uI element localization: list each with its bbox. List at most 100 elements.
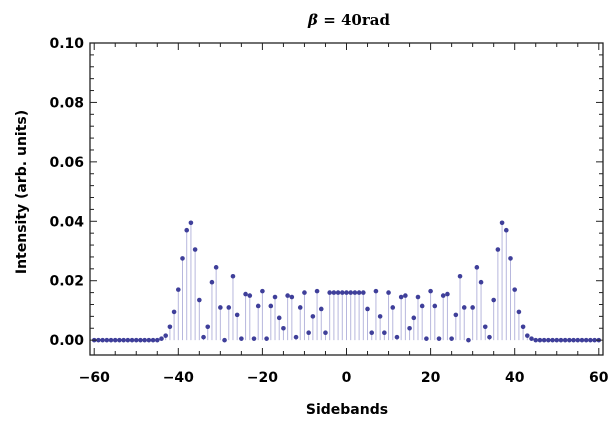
data-point — [239, 336, 244, 341]
data-point — [516, 309, 522, 315]
data-point — [234, 312, 240, 318]
tick-labels: −60 −40 −20 0 20 40 60 0.00 0.02 0.04 0.06 0.08 0.10 — [49, 36, 608, 386]
y-tick-label: 0.02 — [49, 274, 84, 290]
data-point — [251, 336, 257, 341]
stem-lines — [160, 222, 533, 341]
data-point — [121, 337, 126, 343]
data-points — [91, 220, 602, 343]
x-tick-label: 20 — [421, 370, 441, 386]
data-point — [272, 294, 278, 300]
data-point — [125, 337, 131, 343]
data-point — [508, 256, 513, 261]
x-tick-label: 60 — [589, 370, 608, 386]
data-point — [108, 337, 114, 343]
y-tick-label: 0.06 — [49, 155, 84, 171]
data-point — [344, 290, 349, 295]
x-tick-label: 40 — [505, 370, 525, 386]
data-point — [176, 287, 181, 292]
data-point — [171, 309, 177, 315]
data-point — [323, 330, 328, 336]
data-point — [310, 314, 316, 319]
data-point — [365, 306, 370, 312]
axis-ticks — [90, 42, 603, 355]
data-point — [264, 336, 269, 341]
data-point — [146, 337, 152, 343]
data-point — [403, 293, 408, 298]
data-point — [394, 334, 400, 340]
y-tick-label: 0.08 — [49, 95, 84, 111]
data-point — [302, 290, 307, 295]
data-point — [209, 279, 215, 285]
data-point — [567, 337, 572, 343]
y-tick-label: 0.00 — [49, 333, 84, 349]
data-point — [129, 337, 135, 343]
data-point — [314, 288, 320, 294]
x-tick-label: −40 — [163, 370, 194, 386]
data-point — [142, 337, 147, 343]
data-point — [377, 314, 383, 319]
data-point — [562, 337, 568, 343]
data-point — [150, 337, 156, 343]
data-point — [104, 337, 110, 343]
x-tick-label: −20 — [247, 370, 278, 386]
data-point — [188, 220, 194, 226]
data-point — [478, 279, 484, 285]
data-point — [482, 324, 488, 330]
data-point — [470, 305, 475, 310]
data-point — [133, 337, 139, 343]
data-point — [255, 303, 261, 309]
data-point — [289, 294, 295, 300]
data-point — [537, 337, 543, 343]
chart-title-beta-symbol: β — [307, 11, 318, 29]
data-point — [571, 337, 576, 343]
data-point — [487, 334, 492, 340]
data-point — [457, 273, 463, 279]
data-point — [474, 265, 480, 270]
data-point — [184, 227, 190, 233]
data-point — [112, 337, 118, 343]
data-point — [117, 337, 122, 343]
data-point — [440, 293, 446, 298]
data-point — [558, 337, 564, 343]
data-point — [205, 324, 211, 330]
data-point — [466, 337, 471, 343]
data-point — [449, 336, 454, 341]
data-point — [520, 324, 526, 330]
data-point — [415, 294, 421, 300]
data-point — [499, 220, 505, 226]
data-point — [197, 297, 202, 303]
data-point — [419, 303, 425, 309]
data-point — [491, 297, 496, 303]
data-point — [260, 288, 265, 294]
data-point — [575, 337, 581, 343]
data-point — [154, 337, 160, 343]
data-point — [96, 337, 101, 343]
data-point — [318, 306, 324, 312]
data-point — [398, 294, 404, 300]
data-point — [352, 290, 358, 295]
data-point — [361, 290, 366, 295]
data-point — [386, 290, 391, 295]
data-point — [192, 247, 198, 252]
x-axis-label: Sidebands — [306, 402, 388, 418]
data-point — [247, 293, 253, 298]
data-point — [382, 330, 387, 336]
data-point — [268, 303, 274, 309]
data-point — [159, 336, 164, 341]
data-point — [293, 334, 299, 340]
data-point — [327, 290, 332, 295]
data-point — [222, 337, 227, 343]
y-axis-label: Intensity (arb. units) — [14, 110, 30, 274]
chart-title-value: = 40rad — [318, 11, 391, 29]
data-point — [163, 333, 168, 338]
data-point — [226, 305, 232, 310]
x-tick-label: 0 — [342, 370, 352, 386]
data-point — [453, 312, 459, 318]
data-point — [495, 247, 501, 252]
data-point — [529, 336, 534, 341]
data-point — [281, 325, 286, 331]
data-point — [373, 288, 379, 294]
data-point — [428, 288, 433, 294]
data-point — [218, 305, 223, 310]
data-point — [432, 303, 438, 309]
